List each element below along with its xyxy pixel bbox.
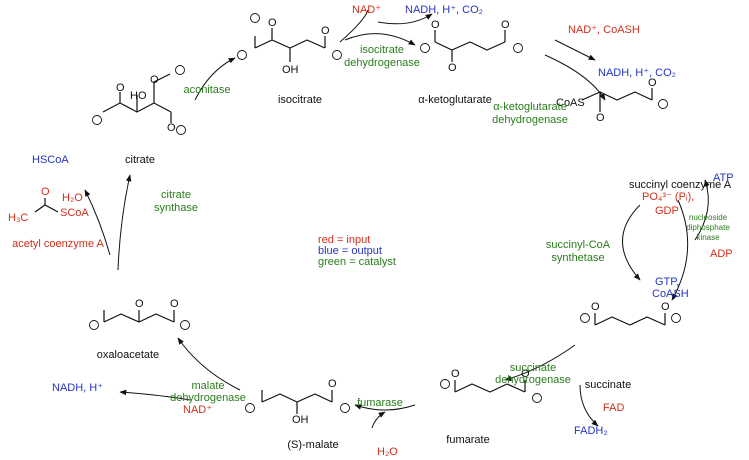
atom: O [167, 122, 176, 134]
atom: O [448, 62, 457, 74]
atom: O [150, 74, 159, 86]
enzyme: fumarase [357, 397, 403, 409]
molecule-name: α-ketoglutarate [418, 94, 492, 106]
enzyme: succinyl-CoA [546, 239, 611, 251]
atom: O [41, 186, 50, 198]
legend-entry: green = catalyst [318, 256, 396, 268]
atom: O [135, 298, 144, 310]
output: NADH, H⁺ [52, 382, 103, 394]
input: FAD [603, 402, 624, 414]
atom: O [596, 112, 605, 124]
atom: CoAS [556, 97, 585, 109]
atom: O [328, 378, 337, 390]
cofactors: NAD⁺ NAD⁺, CoASH PO₄³⁻ (Pᵢ), GDP ADP FAD… [32, 4, 734, 458]
input: GDP [655, 205, 679, 217]
atom: O [321, 25, 330, 37]
atom: OH [292, 414, 309, 426]
atom: O [521, 368, 530, 380]
enzyme: synthetase [551, 252, 604, 264]
atom: O [648, 77, 657, 89]
molecule-name: citrate [125, 154, 155, 166]
cycle-arrows [84, 9, 710, 429]
output: NADH, H⁺, CO₂ [405, 4, 483, 16]
enzyme: succinate [510, 362, 556, 374]
atom: HO [130, 90, 147, 102]
atom: O [591, 301, 600, 313]
enzyme: malate [191, 380, 224, 392]
enzyme: synthase [154, 202, 198, 214]
output: NADH, H⁺, CO₂ [598, 67, 676, 79]
molecule-names: citrate isocitrate α-ketoglutarate succi… [12, 94, 732, 451]
legend: red = input blue = output green = cataly… [318, 234, 396, 268]
input: NAD⁺, CoASH [568, 24, 640, 36]
atom: H₃C [8, 212, 28, 224]
atom: O [268, 17, 277, 29]
atom: O [501, 19, 510, 31]
enzyme: isocitrate [360, 44, 404, 56]
atom: O [170, 298, 179, 310]
molecule-skeletons [34, 28, 666, 414]
enzyme: dehydrogenase [344, 57, 420, 69]
legend-entry: blue = output [318, 245, 382, 257]
atom: O [116, 82, 125, 94]
molecule-name: isocitrate [278, 94, 322, 106]
atom: O [661, 301, 670, 313]
atom: O [431, 19, 440, 31]
output: ATP [713, 172, 734, 184]
atom: OH [282, 64, 299, 76]
enzyme: dehydrogenase [495, 374, 571, 386]
input: ADP [710, 248, 733, 260]
molecule-name: succinyl coenzyme A [629, 179, 732, 191]
output: HSCoA [32, 154, 69, 166]
molecule-name: succinate [585, 379, 631, 391]
output: GTP, [655, 276, 679, 288]
enzyme: dehydrogenase [492, 114, 568, 126]
enzyme: diphosphate [686, 223, 730, 232]
enzyme: kinase [696, 233, 720, 242]
molecule-name: oxaloacetate [97, 349, 159, 361]
enzyme: aconitase [183, 84, 230, 96]
input: H₂O [62, 192, 83, 204]
enzyme: α-ketoglutarate [493, 101, 567, 113]
enzyme: nucleoside [689, 213, 728, 222]
enzyme: citrate [161, 189, 191, 201]
molecule-name: fumarate [446, 434, 489, 446]
atom: O [451, 368, 460, 380]
input: NAD⁺ [183, 404, 212, 416]
atom-labels: HO O O O O OH O O O O CoAS O O O O O O O… [8, 17, 670, 426]
atom: SCoA [60, 207, 89, 219]
molecule-name: (S)-malate [287, 439, 338, 451]
output: CoASH [652, 288, 689, 300]
enzyme: dehydrogenase [170, 392, 246, 404]
output: FADH₂ [574, 425, 608, 437]
enzymes: aconitase isocitrate dehydrogenase α-ket… [154, 44, 730, 409]
input: H₂O [377, 446, 398, 458]
charge-icons [89, 13, 681, 413]
legend-entry: red = input [318, 234, 370, 246]
input: NAD⁺ [352, 4, 381, 16]
input: PO₄³⁻ (Pᵢ), [642, 191, 694, 203]
molecule-name: acetyl coenzyme A [12, 238, 104, 250]
